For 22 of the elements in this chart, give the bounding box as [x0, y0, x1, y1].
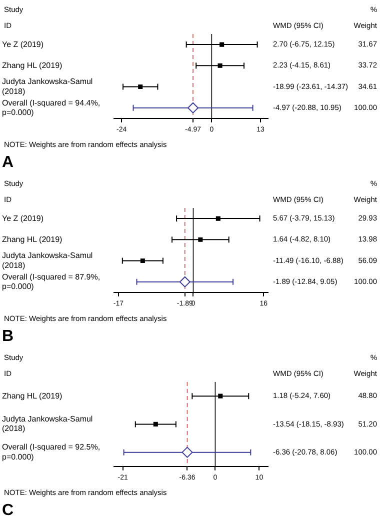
point [140, 258, 145, 264]
y-tick-label: Ye Z (2019) [2, 214, 44, 223]
y-tick-label: Judyta Jankowska-Samul (2018) [2, 414, 93, 434]
text: C [2, 502, 14, 519]
y-tick-label: Overall (I-squared = 87.9%, p=0.000) [2, 272, 100, 291]
y-tick-label: Ye Z (2019) [2, 40, 44, 49]
point [216, 216, 220, 221]
point [198, 237, 203, 242]
y-tick-label: Overall (I-squared = 92.5%, p=0.000) [2, 442, 100, 462]
y-tick-label: Judyta Jankowska-Samul (2018) [2, 77, 93, 96]
text: A [2, 154, 14, 171]
y-tick-label: Zhang HL (2019) [2, 234, 63, 244]
point [220, 42, 224, 47]
y-tick-label: Judyta Jankowska-Samul (2018) [2, 251, 93, 270]
point [188, 102, 199, 114]
point [138, 84, 143, 90]
point [179, 276, 190, 288]
y-tick-label: Overall (I-squared = 94.4%, p=0.000) [2, 98, 100, 117]
y-tick-label: Zhang HL (2019) [2, 391, 63, 400]
point [218, 63, 222, 68]
y-tick-label: Zhang HL (2019) [2, 60, 63, 70]
text: B [2, 328, 14, 345]
